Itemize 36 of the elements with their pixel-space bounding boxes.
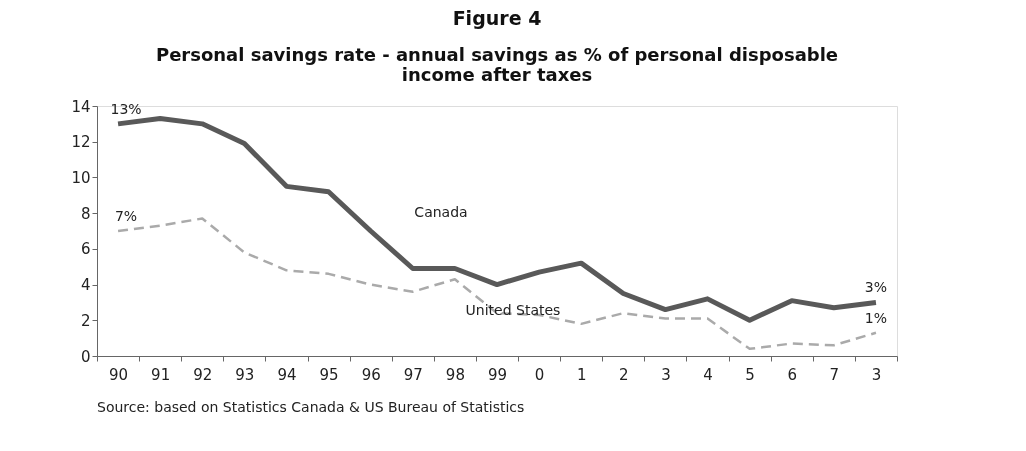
- x-tick-label: 97: [403, 365, 423, 384]
- x-tick-label: 92: [193, 365, 213, 384]
- annotation: 13%: [110, 100, 142, 117]
- x-tick-label: 6: [787, 365, 798, 384]
- x-tick-label: 4: [703, 365, 713, 384]
- x-tick-label: 5: [745, 365, 755, 384]
- annotation: 1%: [864, 309, 888, 326]
- text: Canada: [414, 204, 468, 221]
- annotation: 3%: [864, 279, 888, 296]
- y-tick-label: 8: [80, 204, 91, 223]
- x-tick-label: 91: [151, 365, 171, 384]
- x-tick-label: 95: [319, 365, 339, 384]
- chart-title: Figure 4: [452, 7, 542, 29]
- x-tick-label: 96: [361, 365, 381, 384]
- series-label: United States: [465, 302, 561, 319]
- chart-subtitle: Personal savings rate - annual savings as % of personal disposable income after taxes: [155, 44, 839, 85]
- y-tick-label: 0: [80, 347, 91, 366]
- y-tick-label: 14: [71, 97, 91, 116]
- x-tick-label: 93: [235, 365, 255, 384]
- x-tick-label: 0: [534, 365, 545, 384]
- x-tick-label: 3: [661, 365, 671, 384]
- y-tick-label: 2: [80, 311, 91, 330]
- x-tick-label: 7: [829, 365, 840, 384]
- x-tick-label: 99: [487, 365, 508, 384]
- x-tick-label: 90: [109, 365, 129, 384]
- source-note: Source: based on Statistics Canada & US Bureau of Statistics: [97, 399, 525, 415]
- annotation: 7%: [114, 208, 138, 224]
- y-tick-label: 4: [80, 276, 91, 295]
- y-tick-label: 6: [80, 240, 91, 259]
- x-tick-label: 3: [871, 365, 882, 384]
- x-tick-label: 1: [576, 365, 587, 384]
- x-tick-label: 2: [619, 365, 629, 384]
- x-tick-label: 94: [277, 365, 297, 384]
- x-tick-label: 98: [445, 365, 465, 384]
- y-tick-label: 12: [71, 133, 91, 152]
- y-tick-label: 10: [71, 168, 91, 187]
